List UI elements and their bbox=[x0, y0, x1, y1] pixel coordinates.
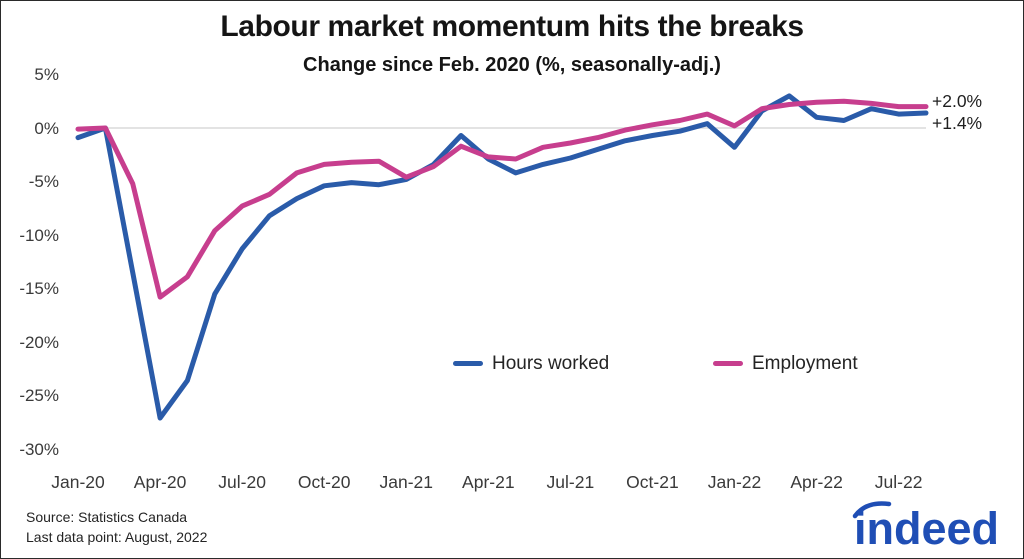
x-tick-label: Oct-20 bbox=[297, 472, 351, 492]
indeed-logo-graphic: indeed bbox=[852, 501, 999, 554]
hours-line-swatch bbox=[453, 360, 483, 367]
x-tick-label: Jan-20 bbox=[51, 472, 105, 492]
source-line: Source: Statistics Canada bbox=[26, 509, 188, 525]
y-tick-label: -10% bbox=[19, 225, 59, 245]
hours-worked-line bbox=[75, 93, 929, 421]
x-tick-label: Jan-21 bbox=[379, 472, 433, 492]
x-tick-label: Apr-20 bbox=[133, 472, 187, 492]
employment-line-swatch bbox=[713, 360, 743, 367]
employment-line bbox=[75, 98, 929, 300]
hours-legend-label: Hours worked bbox=[492, 353, 610, 374]
indeed-logo: indeed bbox=[851, 499, 1011, 556]
x-tick-label: Apr-22 bbox=[790, 472, 843, 492]
source-note: Source: Statistics Canada Last data poin… bbox=[26, 507, 207, 547]
employment-end-label: +2.0% bbox=[932, 91, 983, 111]
hours-end-label: +1.4% bbox=[932, 113, 983, 133]
y-tick-label: -20% bbox=[19, 332, 59, 352]
logo-text: indeed bbox=[854, 503, 999, 551]
y-tick-label: -15% bbox=[19, 279, 59, 298]
legend-item-hours: Hours worked bbox=[453, 352, 609, 375]
logo-swoosh-icon bbox=[852, 501, 892, 519]
y-tick-label: 0% bbox=[34, 118, 59, 138]
y-tick-label: -5% bbox=[28, 172, 59, 191]
chart-subtitle: Change since Feb. 2020 (%, seasonally-ad… bbox=[303, 54, 721, 76]
x-tick-label: Jul-20 bbox=[218, 472, 266, 492]
x-tick-label: Apr-21 bbox=[462, 472, 515, 492]
x-tick-label: Jul-22 bbox=[874, 472, 923, 492]
page-title: Labour market momentum hits the breaks bbox=[220, 10, 804, 43]
legend-item-employment: Employment bbox=[713, 352, 858, 375]
y-tick-label: -25% bbox=[19, 386, 59, 405]
y-tick-label: 5% bbox=[34, 65, 59, 84]
last-data-point-line: Last data point: August, 2022 bbox=[26, 529, 208, 545]
employment-legend-label: Employment bbox=[752, 353, 858, 374]
x-tick-label: Oct-21 bbox=[626, 472, 679, 492]
x-tick-label: Jan-22 bbox=[707, 472, 762, 492]
x-tick-label: Jul-21 bbox=[546, 472, 595, 492]
y-tick-label: -30% bbox=[19, 439, 59, 459]
